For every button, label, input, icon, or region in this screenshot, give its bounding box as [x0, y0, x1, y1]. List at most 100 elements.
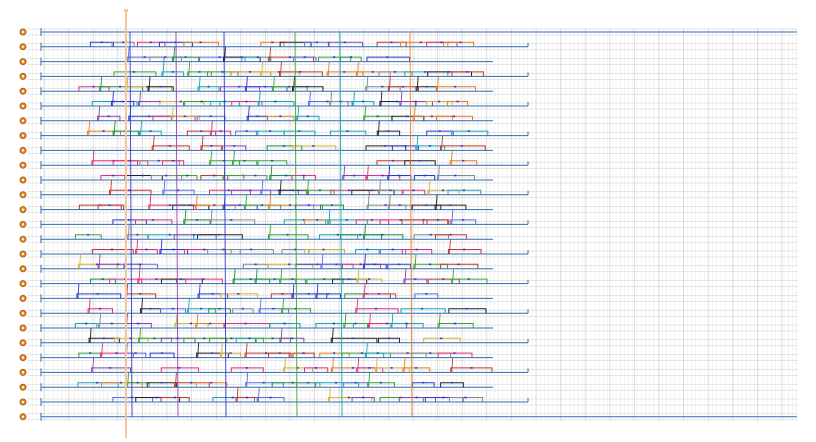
channel-row[interactable] [19, 161, 798, 170]
channel-row[interactable] [19, 28, 798, 36]
channel-row[interactable] [19, 250, 798, 258]
pulse-marker [198, 71, 201, 73]
pulse-marker [467, 278, 470, 280]
pulse-marker [174, 41, 177, 44]
channel-row[interactable] [19, 102, 798, 110]
channel-row[interactable] [19, 42, 798, 51]
pulse-connector [92, 357, 95, 373]
channel-row[interactable] [19, 116, 798, 125]
playhead-cursor-icon[interactable] [124, 9, 128, 12]
pulse-block[interactable] [78, 204, 125, 210]
channel-row[interactable] [19, 176, 798, 184]
channel-row[interactable] [19, 412, 798, 421]
pulse-marker [351, 337, 355, 340]
pulse-connector [368, 313, 371, 329]
pulse-marker [442, 278, 445, 280]
pulse-marker [460, 145, 463, 147]
pulse-marker [269, 396, 272, 399]
pulse-marker [195, 219, 199, 221]
pulse-connector [92, 150, 95, 166]
pulse-connector [437, 165, 440, 181]
pulse-block[interactable] [209, 219, 256, 225]
pulse-marker [222, 248, 225, 251]
pulse-marker [102, 337, 105, 340]
pulse-block[interactable] [148, 204, 194, 210]
port-center-dot [21, 119, 25, 122]
channel-row[interactable] [19, 87, 798, 96]
pulse-connector [448, 239, 451, 255]
pulse-marker [387, 337, 391, 340]
pulse-block[interactable] [440, 145, 486, 151]
pulse-block[interactable] [400, 308, 446, 314]
channel-row[interactable] [19, 353, 798, 362]
pulse-marker [438, 130, 441, 132]
pulse-marker [227, 189, 231, 192]
pulse-block[interactable] [295, 263, 342, 269]
channel-row[interactable] [19, 294, 798, 303]
pulse-marker [437, 100, 441, 103]
channel-row[interactable] [19, 190, 798, 199]
pulse-marker [326, 293, 330, 295]
channel-row[interactable] [19, 398, 798, 406]
playhead[interactable] [124, 9, 128, 438]
channel-row[interactable] [19, 309, 798, 318]
pulse-marker [160, 381, 163, 384]
pulse-block[interactable] [330, 337, 378, 343]
pulse-marker [463, 248, 466, 251]
pulse-marker [316, 263, 319, 266]
pulse-connector [375, 357, 378, 373]
pulse-connector [327, 61, 330, 77]
pulse-connector [197, 342, 200, 358]
channel-row[interactable] [19, 220, 798, 229]
pulse-marker [95, 263, 99, 266]
pulse-marker [307, 381, 310, 384]
pulse-block[interactable] [147, 234, 195, 240]
pulse-block[interactable] [244, 352, 290, 358]
pulse-marker [381, 233, 384, 236]
pulse-marker [271, 337, 274, 340]
port-center-dot [21, 356, 25, 359]
pulse-block[interactable] [209, 337, 256, 343]
port-center-dot [21, 326, 25, 330]
channel-row[interactable] [19, 368, 798, 377]
pulse-connector [101, 342, 104, 358]
pulse-marker [229, 352, 232, 354]
channel-row[interactable] [19, 279, 798, 288]
pulse-block[interactable] [138, 101, 185, 107]
pulse-marker [346, 130, 349, 132]
pulse-marker [193, 233, 196, 236]
channel-row[interactable] [19, 324, 798, 332]
pulse-marker [210, 381, 213, 384]
pulse-connector [366, 76, 369, 92]
pulse-marker [307, 204, 310, 206]
channel-row[interactable] [19, 72, 798, 81]
channel-row[interactable] [19, 131, 798, 140]
pulse-marker [453, 352, 456, 354]
channel-row[interactable] [19, 383, 798, 392]
pulse-block[interactable] [268, 56, 314, 62]
channel-row[interactable] [19, 338, 798, 347]
channel-row[interactable] [19, 57, 798, 66]
pulse-block[interactable] [267, 263, 314, 269]
channel-row[interactable] [19, 235, 798, 244]
pulse-marker [288, 56, 291, 58]
pulse-marker [298, 130, 301, 132]
pulse-connector [270, 165, 273, 181]
pulse-marker [172, 248, 175, 251]
channel-row[interactable] [19, 205, 798, 214]
channel-row[interactable] [19, 264, 798, 273]
pulse-connector [233, 268, 236, 284]
pulse-connector [110, 179, 112, 195]
pulse-marker [359, 263, 362, 266]
pulse-block[interactable] [401, 219, 449, 225]
pulse-marker [101, 278, 104, 280]
pulse-block[interactable] [268, 204, 315, 210]
channel-row[interactable] [19, 146, 798, 155]
pulse-marker [272, 307, 275, 310]
pulse-block[interactable] [223, 323, 271, 329]
pulse-block[interactable] [197, 234, 243, 240]
pulse-marker [353, 174, 356, 177]
pulse-marker [306, 115, 309, 118]
pulse-marker [155, 396, 158, 399]
